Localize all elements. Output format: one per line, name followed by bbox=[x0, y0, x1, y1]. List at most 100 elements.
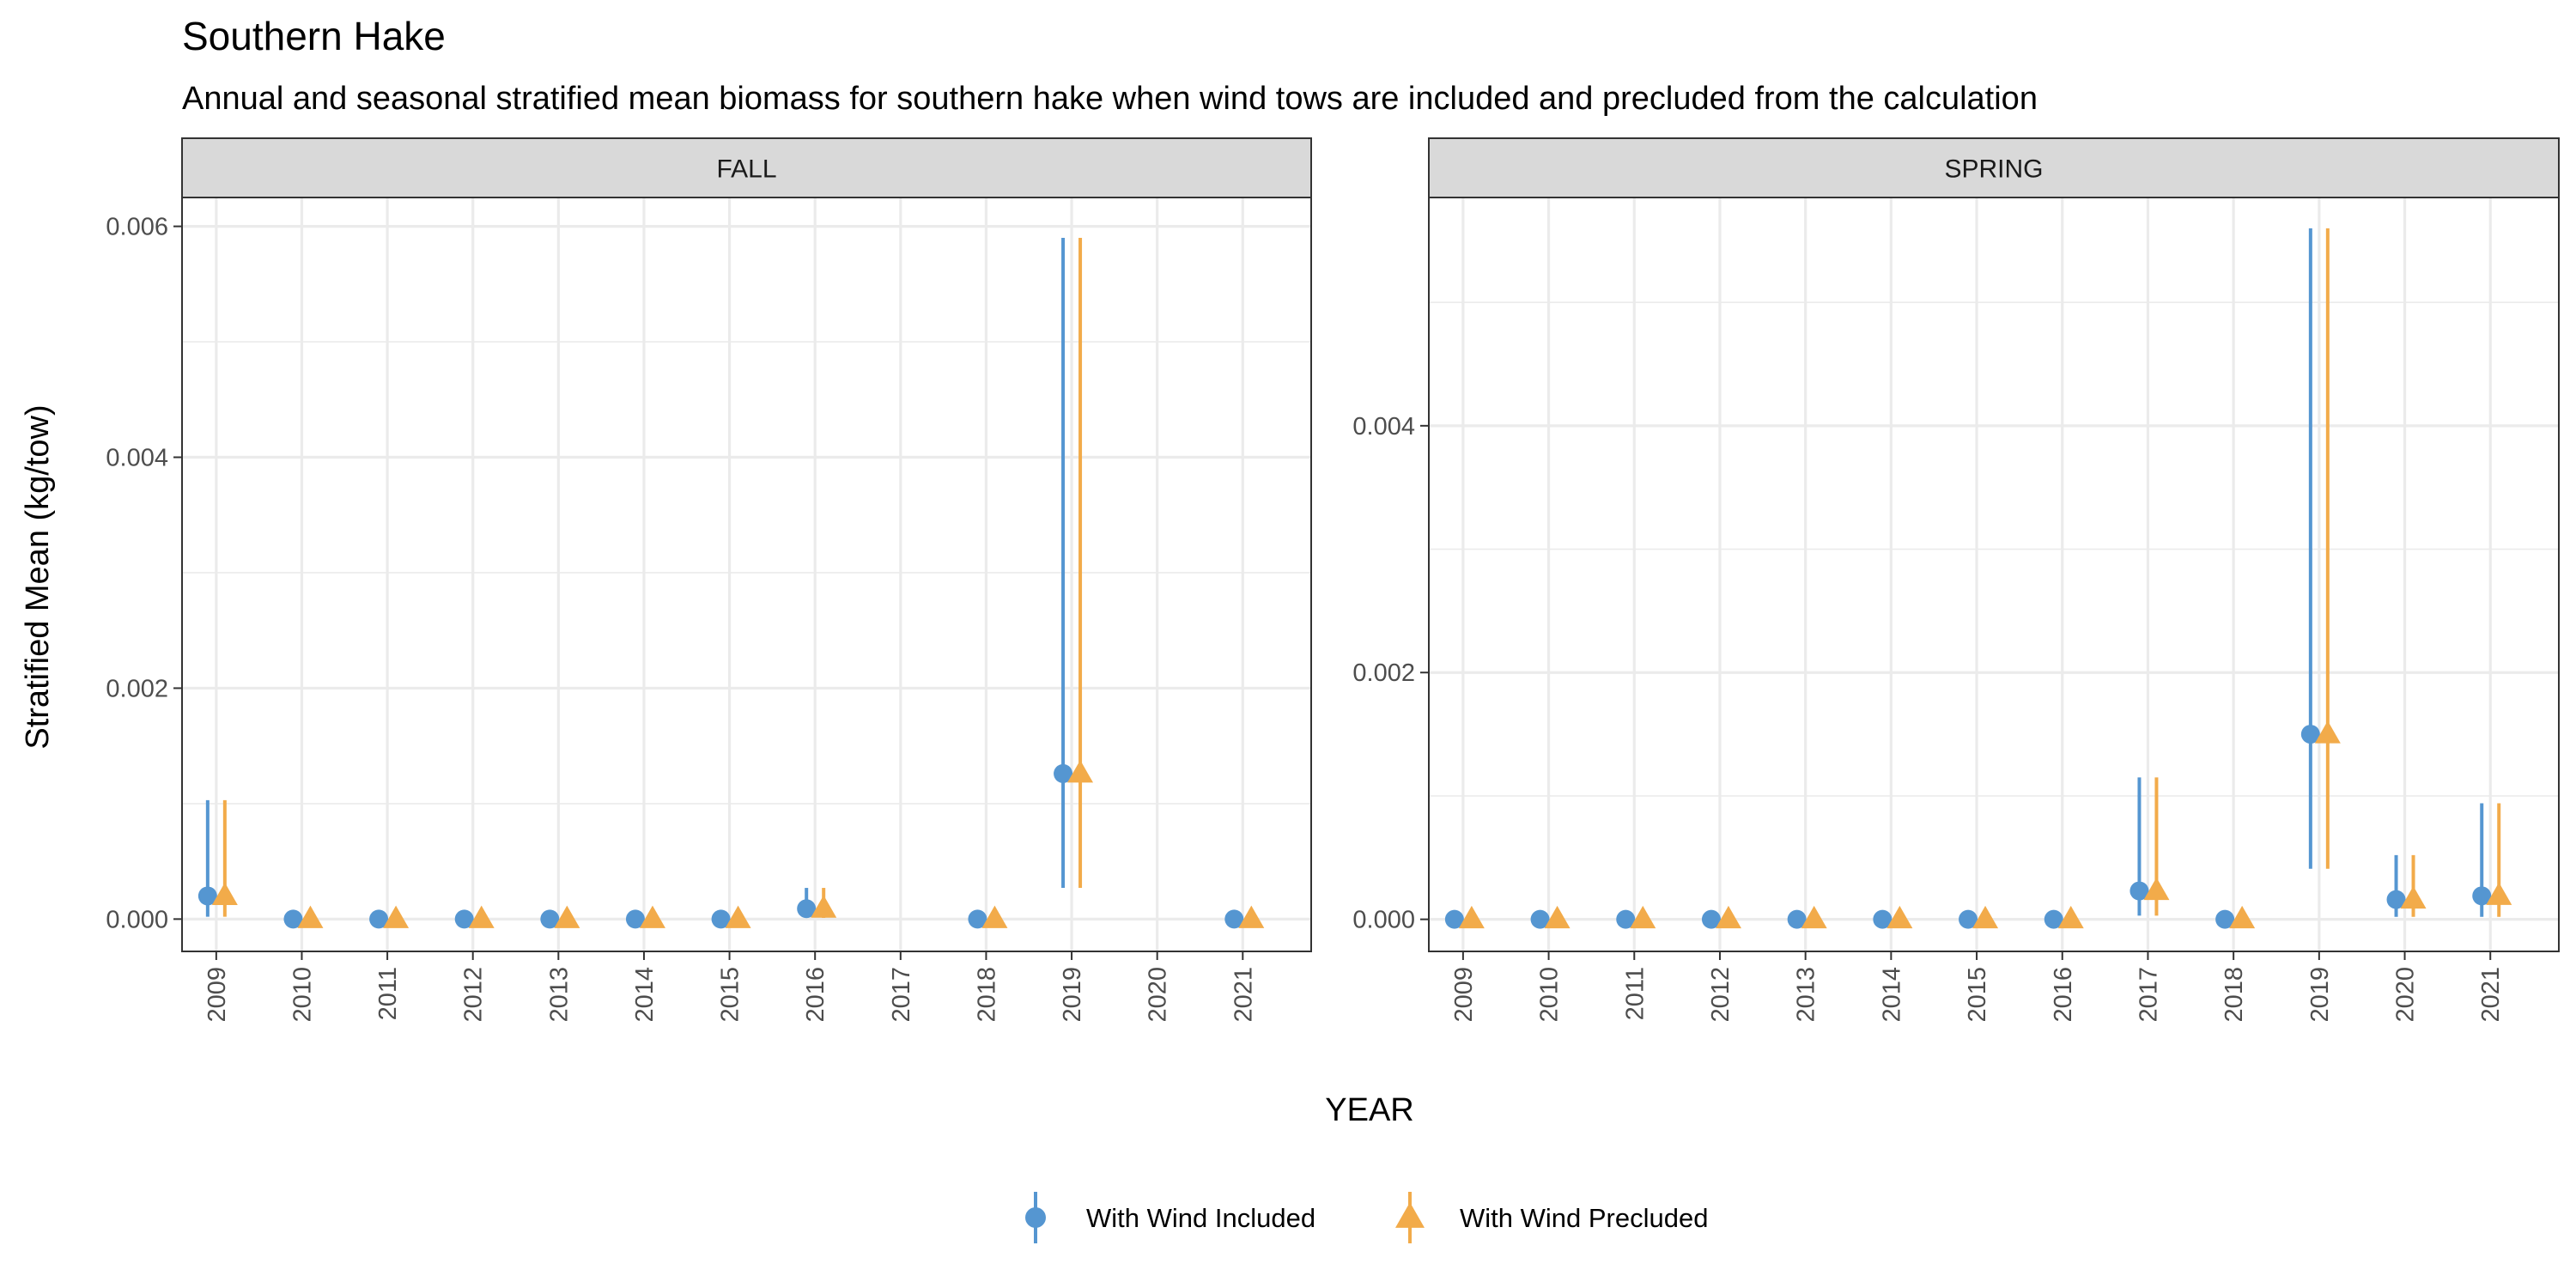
data-point-2013 bbox=[540, 905, 580, 929]
x-tick-label: 2012 bbox=[460, 967, 488, 1023]
point-precluded bbox=[211, 882, 238, 905]
data-point-2011 bbox=[1616, 905, 1656, 929]
data-point-2018 bbox=[968, 905, 1008, 929]
point-precluded bbox=[1886, 905, 1913, 929]
data-point-2018 bbox=[2215, 905, 2256, 929]
point-included bbox=[197, 886, 217, 906]
point-included bbox=[2300, 725, 2320, 744]
point-precluded bbox=[639, 905, 665, 928]
point-precluded bbox=[811, 895, 837, 918]
chart-subtitle: Annual and seasonal stratified mean biom… bbox=[182, 81, 2038, 117]
point-included bbox=[2386, 890, 2406, 909]
data-point-2014 bbox=[1873, 905, 1913, 929]
panel-background bbox=[1429, 197, 2559, 951]
point-precluded bbox=[725, 905, 751, 928]
point-precluded bbox=[2057, 905, 2084, 929]
data-point-2015 bbox=[711, 905, 751, 929]
data-point-2014 bbox=[625, 905, 665, 929]
point-included bbox=[1444, 909, 1464, 929]
legend-item-precluded: With Wind Precluded bbox=[1395, 1192, 1708, 1243]
legend-item-included: With Wind Included bbox=[1025, 1192, 1315, 1243]
x-tick-label: 2014 bbox=[1878, 967, 1905, 1023]
point-included bbox=[797, 899, 817, 919]
point-included bbox=[711, 909, 731, 929]
strip-background bbox=[1428, 137, 2560, 198]
x-axis-title: YEAR bbox=[1325, 1092, 1413, 1128]
panel-fall: FALL 0.000 0.002 0.004 0.006 2009 2010 2011 2012… bbox=[106, 137, 1312, 1023]
strip-background bbox=[181, 137, 1312, 198]
x-tick-label: 2009 bbox=[204, 967, 231, 1023]
point-precluded bbox=[1458, 905, 1485, 929]
strip-label: FALL bbox=[716, 155, 776, 184]
data-point-2009 bbox=[197, 799, 238, 917]
point-precluded bbox=[1972, 905, 1999, 929]
point-precluded bbox=[468, 905, 495, 928]
point-included bbox=[369, 909, 389, 929]
legend: With Wind Included With Wind Precluded bbox=[1025, 1192, 1708, 1243]
legend-label: With Wind Precluded bbox=[1460, 1203, 1708, 1233]
data-point-2010 bbox=[1530, 905, 1571, 929]
point-included bbox=[2044, 909, 2063, 929]
point-included bbox=[2215, 909, 2235, 929]
x-tick-label: 2013 bbox=[1793, 967, 1820, 1023]
x-tick-label: 2019 bbox=[2306, 967, 2334, 1023]
legend-key-circle bbox=[1025, 1207, 1046, 1228]
point-included bbox=[454, 909, 474, 929]
y-tick-label: 0.004 bbox=[1352, 413, 1415, 440]
point-included bbox=[1701, 909, 1721, 929]
y-tick-label: 0.006 bbox=[106, 214, 168, 241]
data-point-2010 bbox=[283, 905, 324, 929]
point-included bbox=[1224, 909, 1244, 929]
x-tick-label: 2012 bbox=[1707, 967, 1735, 1023]
point-precluded bbox=[383, 905, 410, 928]
x-tick-label: 2015 bbox=[717, 967, 744, 1023]
x-tick-label: 2018 bbox=[2221, 967, 2248, 1023]
x-tick-label: 2019 bbox=[1059, 967, 1086, 1023]
x-tick-label: 2015 bbox=[1964, 967, 1991, 1023]
point-precluded bbox=[1544, 905, 1571, 929]
point-included bbox=[625, 909, 645, 929]
point-included bbox=[1787, 909, 1807, 929]
x-tick-label: 2017 bbox=[2135, 967, 2162, 1023]
point-included bbox=[283, 909, 303, 929]
x-tick-label: 2011 bbox=[374, 967, 402, 1020]
y-tick-label: 0.000 bbox=[106, 906, 168, 933]
data-point-2021 bbox=[1224, 905, 1265, 929]
data-point-2012 bbox=[1701, 905, 1741, 929]
x-tick-label: 2021 bbox=[2477, 967, 2505, 1023]
x-tick-label: 2010 bbox=[1536, 967, 1564, 1023]
x-tick-label: 2009 bbox=[1450, 967, 1478, 1023]
data-point-2021 bbox=[2472, 803, 2512, 917]
point-included bbox=[1054, 763, 1073, 783]
x-tick-label: 2016 bbox=[802, 967, 829, 1023]
data-point-2013 bbox=[1787, 905, 1827, 929]
point-precluded bbox=[2143, 877, 2170, 901]
y-tick-label: 0.002 bbox=[1352, 659, 1415, 687]
x-tick-label: 2018 bbox=[973, 967, 1000, 1023]
point-precluded bbox=[2486, 882, 2512, 905]
data-point-2016 bbox=[797, 888, 837, 919]
panel-background bbox=[182, 197, 1311, 951]
point-precluded bbox=[554, 905, 580, 928]
x-tick-label: 2017 bbox=[888, 967, 915, 1023]
legend-key-triangle bbox=[1395, 1202, 1425, 1228]
strip-label: SPRING bbox=[1944, 155, 2043, 184]
data-point-2009 bbox=[1444, 905, 1485, 929]
grid bbox=[182, 197, 1311, 951]
data-point-2017 bbox=[2129, 777, 2170, 916]
point-precluded bbox=[297, 905, 324, 928]
x-tick-label: 2010 bbox=[289, 967, 316, 1023]
y-axis-title: Stratified Mean (kg/tow) bbox=[20, 404, 56, 749]
point-included bbox=[1873, 909, 1893, 929]
y-tick-label: 0.004 bbox=[106, 445, 168, 472]
point-included bbox=[1530, 909, 1550, 929]
x-tick-label: 2011 bbox=[1621, 967, 1649, 1020]
point-precluded bbox=[2400, 885, 2427, 909]
data-point-2011 bbox=[369, 905, 410, 929]
data-point-2012 bbox=[454, 905, 495, 929]
point-precluded bbox=[1238, 905, 1265, 928]
x-tick-label: 2020 bbox=[2392, 967, 2420, 1023]
data-point-2019 bbox=[1054, 238, 1094, 889]
point-included bbox=[1616, 909, 1636, 929]
